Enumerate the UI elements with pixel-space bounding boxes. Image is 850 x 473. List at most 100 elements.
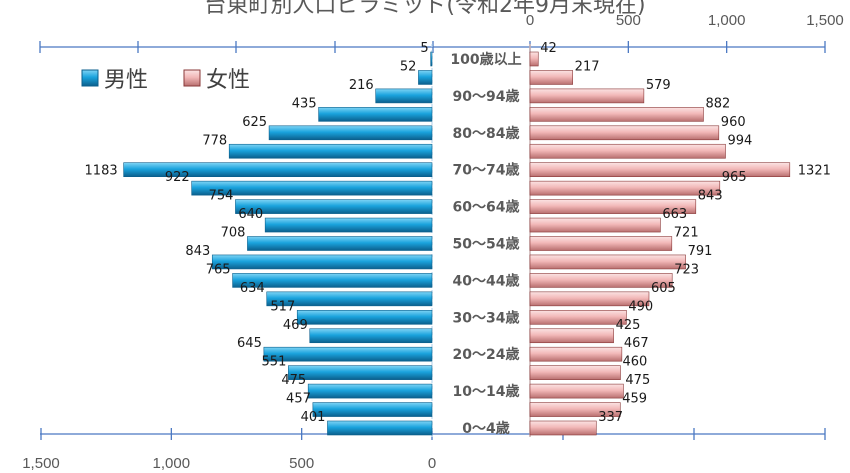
age-group-label: 60〜64歳 bbox=[453, 199, 520, 216]
male-value-label: 551 bbox=[262, 355, 287, 370]
female-value-label: 459 bbox=[622, 392, 647, 407]
female-value-label: 217 bbox=[575, 59, 600, 74]
age-group-label: 30〜34歳 bbox=[453, 309, 520, 326]
male-bar bbox=[247, 236, 433, 251]
male-value-label: 708 bbox=[221, 226, 246, 241]
female-axis-tick-label: 1,500 bbox=[806, 12, 844, 29]
female-bar bbox=[529, 383, 624, 399]
male-bar bbox=[307, 383, 433, 399]
female-bar bbox=[529, 309, 627, 325]
male-value-label: 765 bbox=[206, 262, 231, 277]
male-bar bbox=[375, 88, 433, 104]
female-value-label: 460 bbox=[622, 355, 647, 370]
male-bar bbox=[430, 51, 433, 67]
female-value-label: 605 bbox=[651, 281, 676, 296]
legend-swatch-male bbox=[81, 69, 99, 87]
female-value-label: 721 bbox=[674, 226, 699, 241]
male-axis-tick-label: 0 bbox=[428, 455, 436, 472]
female-bar bbox=[529, 420, 597, 436]
male-value-label: 778 bbox=[202, 133, 227, 148]
female-bar bbox=[529, 70, 573, 85]
male-bar bbox=[264, 217, 433, 233]
male-bar bbox=[211, 254, 433, 270]
male-value-label: 640 bbox=[238, 207, 263, 222]
female-bar bbox=[529, 273, 673, 288]
female-value-label: 994 bbox=[727, 133, 752, 148]
male-value-label: 645 bbox=[237, 336, 262, 351]
female-bar bbox=[529, 88, 645, 104]
male-axis-tick-label: 500 bbox=[289, 455, 314, 472]
female-value-label: 579 bbox=[646, 78, 671, 93]
female-bar bbox=[529, 254, 686, 270]
age-group-label: 40〜44歳 bbox=[453, 272, 520, 289]
male-value-label: 634 bbox=[240, 281, 265, 296]
female-bar bbox=[529, 402, 621, 417]
male-value-label: 401 bbox=[301, 410, 326, 425]
male-value-label: 625 bbox=[242, 115, 267, 130]
male-bar bbox=[309, 328, 433, 344]
male-bar bbox=[228, 143, 433, 159]
female-value-label: 425 bbox=[616, 318, 641, 333]
legend-swatch-female bbox=[183, 69, 201, 87]
female-value-label: 960 bbox=[721, 115, 746, 130]
male-value-label: 469 bbox=[283, 318, 308, 333]
male-value-label: 1183 bbox=[85, 164, 118, 179]
male-value-label: 517 bbox=[270, 299, 295, 314]
female-bar bbox=[529, 107, 704, 122]
female-bar bbox=[529, 125, 720, 141]
female-value-label: 1321 bbox=[798, 164, 831, 179]
female-value-label: 882 bbox=[705, 96, 730, 111]
legend-label-male: 男性 bbox=[104, 68, 148, 93]
male-value-label: 5 bbox=[420, 41, 428, 56]
female-bar bbox=[529, 162, 791, 177]
female-value-label: 337 bbox=[598, 410, 623, 425]
female-bar bbox=[529, 180, 721, 196]
male-bar bbox=[191, 180, 433, 196]
female-value-label: 843 bbox=[698, 189, 723, 204]
age-group-label: 20〜24歳 bbox=[453, 346, 520, 363]
female-bar bbox=[529, 217, 661, 233]
female-bar bbox=[529, 328, 614, 344]
male-bar bbox=[232, 273, 433, 288]
female-bar bbox=[529, 291, 650, 307]
female-value-label: 965 bbox=[722, 170, 747, 185]
male-axis-tick-label: 1,000 bbox=[153, 455, 191, 472]
female-value-label: 663 bbox=[662, 207, 687, 222]
female-axis-tick-label: 0 bbox=[526, 12, 534, 29]
male-bar bbox=[235, 199, 433, 214]
legend-label-female: 女性 bbox=[206, 68, 250, 93]
legend: 男性 女性 bbox=[81, 68, 250, 93]
male-bar bbox=[263, 346, 433, 362]
female-bar bbox=[529, 51, 539, 67]
female-value-label: 467 bbox=[624, 336, 649, 351]
male-bar bbox=[312, 402, 433, 417]
female-axis-tick-label: 500 bbox=[616, 12, 641, 29]
male-axis-tick-label: 1,500 bbox=[22, 455, 60, 472]
male-bar bbox=[123, 162, 433, 177]
male-bar bbox=[418, 70, 433, 85]
male-value-label: 922 bbox=[165, 170, 190, 185]
male-bar bbox=[327, 420, 433, 436]
male-value-label: 216 bbox=[349, 78, 374, 93]
age-group-label: 100歳以上 bbox=[450, 51, 521, 68]
age-group-label: 0〜4歳 bbox=[462, 420, 509, 437]
male-value-label: 52 bbox=[400, 59, 417, 74]
female-bar bbox=[529, 365, 621, 380]
male-value-label: 457 bbox=[286, 392, 311, 407]
female-value-label: 475 bbox=[625, 373, 650, 388]
male-bar bbox=[288, 365, 433, 380]
male-bar bbox=[318, 107, 433, 122]
age-group-label: 50〜54歳 bbox=[453, 236, 520, 253]
female-bar bbox=[529, 199, 697, 214]
male-value-label: 843 bbox=[185, 244, 210, 259]
age-group-label: 90〜94歳 bbox=[453, 88, 520, 105]
male-value-label: 475 bbox=[281, 373, 306, 388]
male-bar bbox=[296, 309, 433, 325]
male-bar bbox=[266, 291, 433, 307]
age-group-label: 10〜14歳 bbox=[453, 383, 520, 400]
male-bar bbox=[268, 125, 433, 141]
age-group-label: 80〜84歳 bbox=[453, 125, 520, 142]
male-value-label: 754 bbox=[209, 189, 234, 204]
female-bar bbox=[529, 346, 623, 362]
